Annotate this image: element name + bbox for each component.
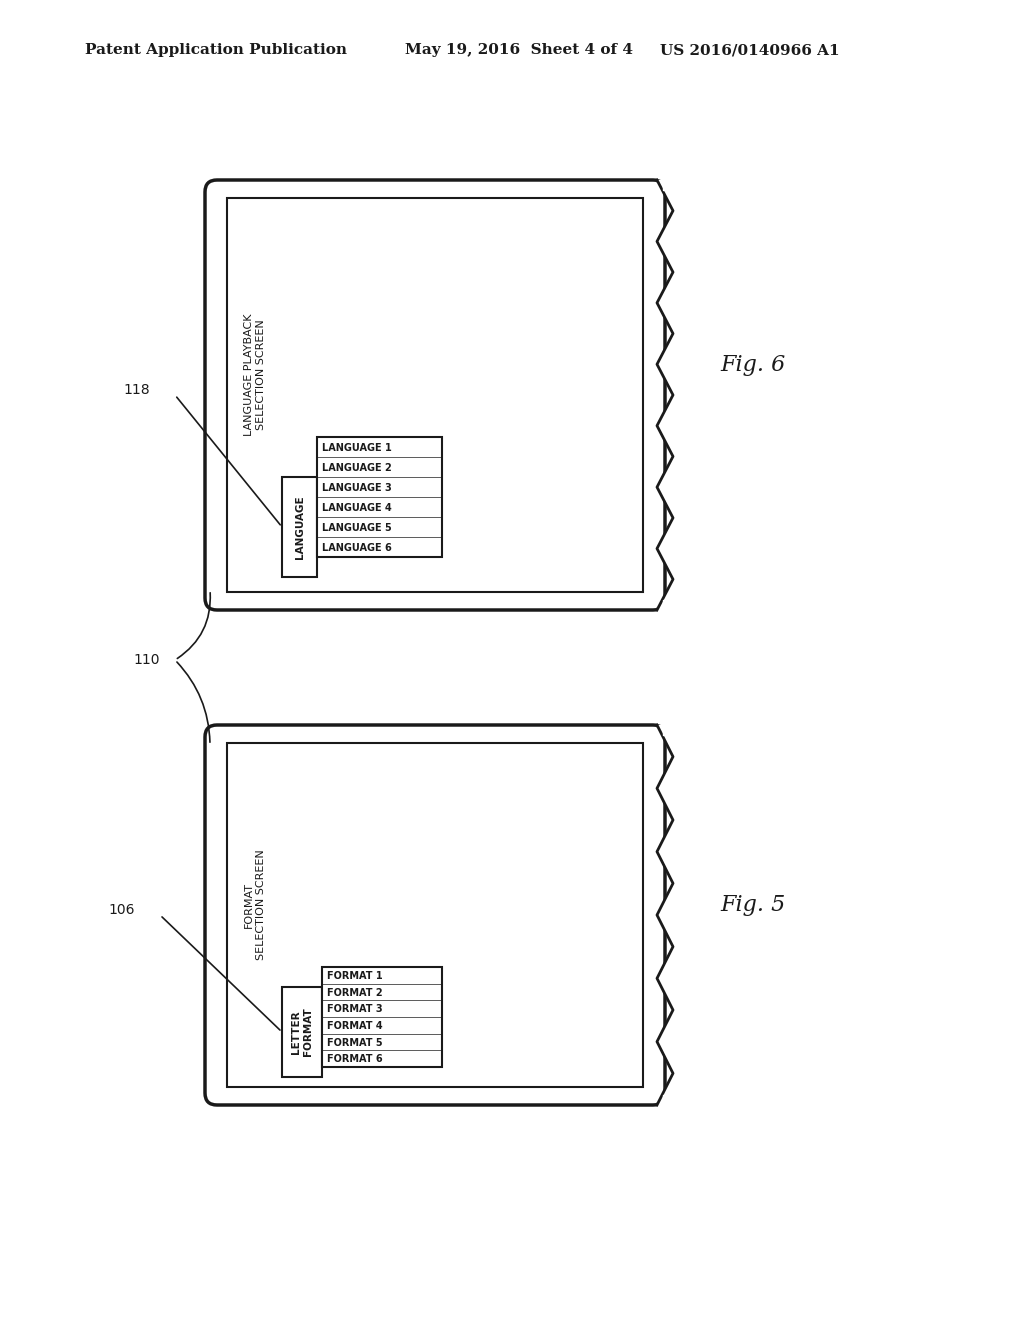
Text: FORMAT 1: FORMAT 1 xyxy=(327,972,383,981)
Text: Fig. 5: Fig. 5 xyxy=(720,894,785,916)
Text: 106: 106 xyxy=(109,903,135,917)
Text: US 2016/0140966 A1: US 2016/0140966 A1 xyxy=(660,44,840,57)
Text: LETTER
FORMAT: LETTER FORMAT xyxy=(291,1007,312,1056)
Text: LANGUAGE: LANGUAGE xyxy=(295,495,304,558)
Bar xyxy=(227,743,643,1086)
Text: Patent Application Publication: Patent Application Publication xyxy=(85,44,347,57)
Text: FORMAT 5: FORMAT 5 xyxy=(327,1038,383,1048)
Text: LANGUAGE 3: LANGUAGE 3 xyxy=(322,483,392,492)
Text: FORMAT 4: FORMAT 4 xyxy=(327,1022,383,1031)
Text: LANGUAGE 1: LANGUAGE 1 xyxy=(322,444,392,453)
Bar xyxy=(322,968,442,1067)
Text: LANGUAGE 2: LANGUAGE 2 xyxy=(322,463,392,473)
Text: Fig. 6: Fig. 6 xyxy=(720,354,785,376)
Text: FORMAT 3: FORMAT 3 xyxy=(327,1005,383,1015)
Text: LANGUAGE PLAYBACK
SELECTION SCREEN: LANGUAGE PLAYBACK SELECTION SCREEN xyxy=(244,314,266,436)
Text: LANGUAGE 4: LANGUAGE 4 xyxy=(322,503,392,513)
Text: FORMAT 2: FORMAT 2 xyxy=(327,987,383,998)
Bar xyxy=(317,437,442,557)
Text: 118: 118 xyxy=(123,383,150,397)
FancyBboxPatch shape xyxy=(205,180,665,610)
Bar xyxy=(227,198,643,591)
Text: FORMAT
SELECTION SCREEN: FORMAT SELECTION SCREEN xyxy=(244,850,266,961)
Bar xyxy=(282,477,317,577)
Text: May 19, 2016  Sheet 4 of 4: May 19, 2016 Sheet 4 of 4 xyxy=(406,44,633,57)
Text: LANGUAGE 6: LANGUAGE 6 xyxy=(322,543,392,553)
Bar xyxy=(282,987,322,1077)
Text: LANGUAGE 5: LANGUAGE 5 xyxy=(322,523,392,533)
Text: 110: 110 xyxy=(133,653,160,667)
FancyBboxPatch shape xyxy=(205,725,665,1105)
Text: FORMAT 6: FORMAT 6 xyxy=(327,1055,383,1064)
